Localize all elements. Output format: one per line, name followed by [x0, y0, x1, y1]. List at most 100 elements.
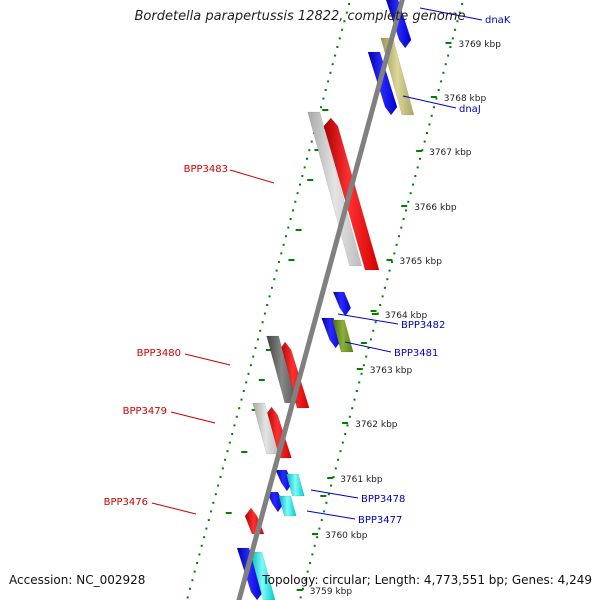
gc-dot — [191, 579, 194, 582]
dnaK-label: dnaK — [485, 15, 511, 26]
gc-dot — [200, 544, 203, 547]
gc-dot — [323, 510, 326, 513]
gc-dot — [186, 596, 189, 599]
BPP3482-label: BPP3482 — [401, 320, 445, 331]
ruler-tick — [371, 313, 378, 315]
gc-dot — [430, 114, 433, 117]
gc-dot — [311, 553, 314, 556]
map-title: Bordetella parapertussis 12822, complete… — [134, 9, 466, 24]
outer-dotted-line — [299, 3, 464, 599]
gc-dot — [334, 54, 337, 57]
gc-dash — [360, 342, 367, 344]
dnaK-gene — [385, 0, 412, 49]
ruler-tick-label: 3764 kbp — [385, 311, 428, 321]
BPP3479-label-leader — [170, 411, 216, 424]
gc-dot — [341, 441, 344, 444]
dnaJ-label: dnaJ — [459, 104, 481, 115]
gc-dot — [341, 28, 344, 31]
gc-dot — [367, 347, 370, 349]
gc-dash — [320, 495, 327, 497]
gc-dot — [289, 218, 292, 220]
gc-dot — [254, 347, 257, 349]
ruler-tick-label: 3760 kbp — [325, 531, 368, 541]
gc-dot — [362, 364, 365, 367]
gc-dot — [400, 226, 403, 229]
gc-dot — [205, 527, 208, 530]
gc-dot — [336, 46, 339, 48]
gc-dash — [241, 451, 248, 453]
BPP3483-gray-feature — [307, 111, 363, 267]
gc-dot — [456, 20, 459, 23]
gc-dot — [423, 140, 426, 143]
gc-dot — [374, 321, 377, 324]
gc-dot — [285, 235, 287, 238]
dnaK-label-leader — [419, 7, 483, 21]
gc-dot — [240, 398, 243, 401]
lower-blue-gene — [236, 547, 264, 600]
gc-dash — [225, 512, 232, 514]
gc-dot — [409, 192, 412, 195]
gc-dot — [325, 501, 328, 504]
gc-dot — [388, 269, 391, 272]
ruler-tick — [445, 42, 452, 44]
BPP3480-label: BPP3480 — [137, 348, 181, 359]
gc-dot — [249, 364, 252, 367]
gc-dot — [320, 519, 323, 521]
BPP3481-label: BPP3481 — [394, 348, 438, 359]
gc-dot — [451, 37, 454, 40]
gc-dot — [440, 80, 443, 83]
gc-dot — [390, 261, 393, 263]
gc-dot — [348, 415, 351, 418]
ruler-tick-label: 3768 kbp — [444, 94, 487, 104]
ruler-tick-label: 3763 kbp — [370, 366, 413, 376]
gc-dot — [381, 295, 384, 298]
BPP3483-label: BPP3483 — [184, 164, 228, 175]
ruler-tick-label: 3766 kbp — [414, 203, 457, 213]
gc-dot — [189, 587, 191, 590]
gc-dot — [275, 269, 278, 272]
lower-cyan-feature — [249, 551, 276, 600]
accession-text: Accession: NC_002928 — [9, 573, 146, 587]
gc-dot — [221, 467, 224, 470]
gc-dot — [379, 304, 382, 306]
gc-dot — [233, 424, 236, 427]
BPP3481-label-leader — [344, 341, 392, 353]
ruler-tick — [312, 533, 318, 535]
gc-dash — [288, 259, 295, 261]
gc-dot — [454, 28, 457, 31]
dnaJ-gene — [367, 51, 398, 116]
gc-dot — [332, 476, 335, 478]
gc-dot — [345, 11, 348, 14]
gc-dot — [338, 37, 341, 40]
BPP3478-label-leader — [310, 489, 359, 499]
gc-dot — [334, 467, 337, 470]
gc-dot — [299, 183, 301, 186]
gc-dot — [303, 166, 306, 169]
gc-dot — [324, 89, 327, 91]
gc-dash — [370, 310, 377, 312]
BPP3481-olive-feature — [332, 319, 354, 353]
gc-dot — [414, 175, 417, 177]
ruler-tick — [386, 259, 393, 261]
ruler-tick — [416, 150, 423, 152]
gc-dot — [449, 46, 452, 48]
BPP3476-label: BPP3476 — [104, 497, 148, 508]
gc-dot — [282, 243, 285, 246]
gc-dot — [259, 329, 262, 332]
BPP3481-gene — [321, 317, 342, 349]
BPP3480-dgray-feature — [266, 335, 298, 404]
gc-dot — [327, 493, 330, 496]
gc-dot — [224, 458, 227, 461]
gc-dot — [268, 295, 271, 298]
gc-dot — [308, 149, 311, 152]
gc-dot — [304, 579, 307, 582]
BPP3478-label: BPP3478 — [361, 494, 405, 505]
gc-dot — [369, 338, 372, 341]
ruler-tick — [430, 96, 437, 98]
gc-dot — [353, 398, 356, 401]
gc-dot — [296, 192, 299, 195]
gc-dot — [421, 149, 424, 152]
ruler-tick — [296, 589, 303, 591]
